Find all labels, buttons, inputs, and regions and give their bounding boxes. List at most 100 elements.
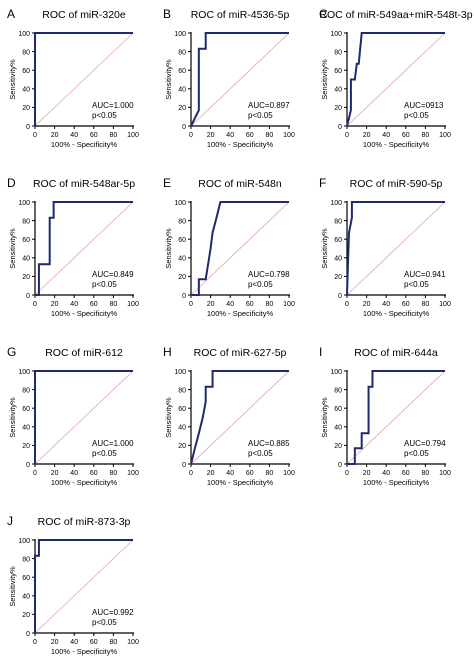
x-tick-label: 20 [363,301,371,308]
x-axis-label: 100% - Specificity% [51,647,118,656]
x-tick-label: 40 [226,132,234,139]
x-tick-label: 100 [283,132,295,139]
roc-curve-line [346,201,445,296]
x-tick-label: 20 [363,132,371,139]
panel-letter: B [163,7,171,21]
x-tick-label: 60 [90,639,98,646]
panel-letter: E [163,176,171,190]
p-value-annotation: p<0.05 [92,111,117,120]
reference-diagonal-line [34,370,134,465]
x-axis-label: 100% - Specificity% [51,140,118,149]
x-tick-label: 0 [345,132,349,139]
auc-annotation: AUC=0.798 [248,270,290,279]
y-tick-label: 100 [174,31,186,38]
roc-curve-line [190,370,289,465]
p-value-annotation: p<0.05 [404,111,429,120]
y-tick-label: 0 [182,462,186,469]
x-tick-label: 0 [33,470,37,477]
reference-diagonal-line [34,32,134,127]
p-value-annotation: p<0.05 [248,449,273,458]
y-tick-label: 80 [22,218,30,225]
y-tick-label: 40 [22,256,30,263]
y-tick-label: 0 [182,293,186,300]
x-tick-label: 60 [246,470,254,477]
y-tick-label: 0 [182,124,186,131]
x-tick-label: 40 [70,470,78,477]
roc-curve-line [35,201,133,296]
panel-letter: J [7,514,13,528]
x-tick-label: 80 [422,301,430,308]
x-tick-label: 0 [189,301,193,308]
x-axis-label: 100% - Specificity% [51,478,118,487]
x-axis-label: 100% - Specificity% [363,478,430,487]
x-tick-label: 40 [70,301,78,308]
x-tick-label: 0 [345,301,349,308]
y-tick-label: 100 [18,31,30,38]
x-tick-label: 20 [51,639,59,646]
panel-letter: G [7,345,16,359]
y-tick-label: 40 [334,87,342,94]
panel-title: ROC of miR-4536-5p [191,9,290,21]
auc-annotation: AUC=0.885 [248,439,290,448]
x-tick-label: 100 [127,639,139,646]
y-tick-label: 60 [334,237,342,244]
x-axis-label: 100% - Specificity% [207,140,274,149]
x-tick-label: 80 [110,639,118,646]
y-tick-label: 20 [178,443,186,450]
y-tick-label: 100 [330,369,342,376]
x-tick-label: 0 [345,470,349,477]
x-tick-label: 40 [226,470,234,477]
x-axis-label: 100% - Specificity% [207,309,274,318]
x-tick-label: 100 [439,470,451,477]
y-tick-label: 40 [178,87,186,94]
y-axis-label: Sensitivity% [8,566,17,607]
roc-panel-b: B ROC of miR-4536-5p 0 20 40 60 80 100 0 20 40 60 80… [163,7,295,149]
y-tick-label: 80 [334,218,342,225]
y-tick-label: 60 [22,575,30,582]
auc-annotation: AUC=0.794 [404,439,446,448]
y-tick-label: 60 [178,237,186,244]
y-tick-label: 20 [178,274,186,281]
panel-title: ROC of miR-873-3p [38,516,131,528]
roc-curve-line [190,32,289,127]
y-tick-label: 40 [22,594,30,601]
x-tick-label: 60 [246,132,254,139]
y-tick-label: 0 [26,293,30,300]
roc-curve-line [34,539,133,633]
y-tick-label: 0 [26,462,30,469]
panel-title: ROC of miR-320e [42,9,126,21]
x-tick-label: 0 [189,132,193,139]
x-tick-label: 0 [33,132,37,139]
auc-annotation: AUC=0.941 [404,270,446,279]
y-axis-label: Sensitivity% [8,228,17,269]
reference-diagonal-line [190,370,290,465]
x-tick-label: 20 [207,132,215,139]
y-tick-label: 80 [334,387,342,394]
x-tick-label: 40 [382,301,390,308]
y-tick-label: 100 [174,369,186,376]
y-tick-label: 20 [22,105,30,112]
y-tick-label: 100 [330,31,342,38]
y-tick-label: 60 [22,406,30,413]
auc-annotation: AUC=1.000 [92,101,134,110]
auc-annotation: AUC=0913 [404,101,444,110]
y-axis-label: Sensitivity% [8,59,17,100]
x-tick-label: 0 [33,639,37,646]
y-tick-label: 40 [22,87,30,94]
x-tick-label: 80 [266,470,274,477]
auc-annotation: AUC=0.849 [92,270,134,279]
x-tick-label: 60 [90,132,98,139]
x-tick-label: 20 [363,470,371,477]
y-tick-label: 20 [334,443,342,450]
y-tick-label: 80 [178,49,186,56]
x-axis-label: 100% - Specificity% [51,309,118,318]
y-axis-label: Sensitivity% [8,397,17,438]
y-tick-label: 20 [22,612,30,619]
panel-title: ROC of miR-612 [45,347,123,359]
reference-diagonal-line [34,539,134,634]
x-tick-label: 0 [189,470,193,477]
x-axis-label: 100% - Specificity% [207,478,274,487]
y-axis-label: Sensitivity% [320,228,329,269]
